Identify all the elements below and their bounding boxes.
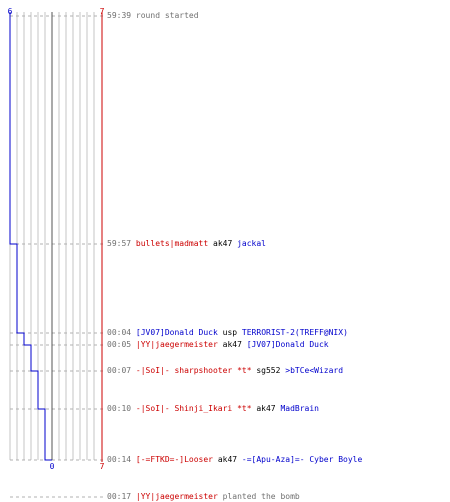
event-victim: jackal: [237, 239, 266, 248]
event-row: 00:04 [JV07]Donald Duck usp TERRORIST-2(…: [107, 328, 348, 338]
t-count-end: 7: [100, 462, 105, 471]
event-row: 59:39 round started: [107, 11, 199, 21]
event-weapon: ak47: [222, 340, 242, 349]
ct-count-start: 6: [8, 7, 13, 16]
event-killer: [-=FTKD=-]Looser: [135, 455, 213, 464]
event-victim: TERRORIST-2(TREFF@NIX): [241, 328, 348, 337]
event-victim: >bTCe<Wizard: [285, 366, 344, 375]
event-row: 00:14 [-=FTKD=-]Looser ak47 -=[Apu-Aza]=…: [107, 455, 362, 465]
event-killer: -|SoI|- Shinji_Ikari *t*: [135, 404, 252, 413]
event-weapon: ak47: [217, 455, 238, 464]
event-time: 00:17: [107, 492, 132, 501]
event-killer: |YY|jaegermeister: [135, 492, 218, 501]
event-victim: MadBrain: [280, 404, 319, 413]
event-row: 00:05 |YY|jaegermeister ak47 [JV07]Donal…: [107, 340, 329, 350]
event-time: 59:39: [107, 11, 132, 20]
event-row: 00:07 -|SoI|- sharpshooter *t* sg552 >bT…: [107, 366, 343, 376]
event-time: 00:04: [107, 328, 132, 337]
event-time: 00:14: [107, 455, 132, 464]
event-row: 00:17 |YY|jaegermeister planted the bomb: [107, 492, 300, 502]
event-message: planted the bomb: [222, 492, 300, 501]
event-killer: |YY|jaegermeister: [135, 340, 218, 349]
event-row: 00:10 -|SoI|- Shinji_Ikari *t* ak47 MadB…: [107, 404, 319, 414]
event-time: 59:57: [107, 239, 132, 248]
event-weapon: sg552: [256, 366, 281, 375]
ct-count-end: 0: [50, 462, 55, 471]
event-time: 00:10: [107, 404, 132, 413]
event-row: 59:57 bullets|madmatt ak47 jackal: [107, 239, 266, 249]
t-count-start: 7: [100, 7, 105, 16]
event-weapon: usp: [222, 328, 238, 337]
event-weapon: ak47: [213, 239, 233, 248]
ct-alive-line: [9, 12, 52, 461]
event-victim: -=[Apu-Aza]=- Cyber Boyle: [241, 455, 363, 464]
event-killer: [JV07]Donald Duck: [135, 328, 218, 337]
event-killer: bullets|madmatt: [135, 239, 209, 248]
event-killer: -|SoI|- sharpshooter *t*: [135, 366, 252, 375]
event-victim: [JV07]Donald Duck: [246, 340, 329, 349]
event-time: 00:05: [107, 340, 132, 349]
event-message: round started: [135, 11, 199, 20]
event-weapon: ak47: [256, 404, 276, 413]
event-markers: [10, 15, 105, 498]
event-time: 00:07: [107, 366, 132, 375]
timeline-grid: [9, 12, 95, 460]
